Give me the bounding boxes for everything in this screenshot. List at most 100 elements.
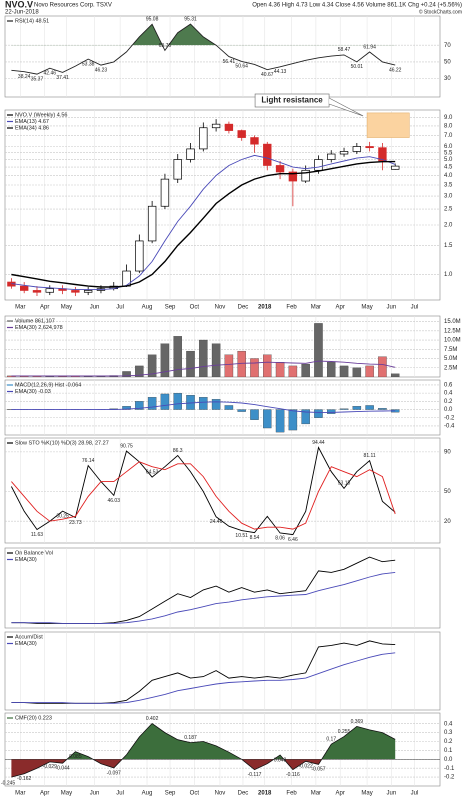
x-tick-label: Mar — [311, 791, 321, 797]
x-tick-label: Jun — [90, 791, 100, 797]
bar — [327, 409, 336, 414]
panel-frame — [4, 631, 441, 711]
y-tick-label: 2.5 — [444, 207, 453, 213]
legend-label: Volume 861,107 — [15, 318, 55, 324]
x-tick-label: Sep — [165, 791, 176, 797]
value-label: -0.057 — [311, 767, 325, 773]
value-label: 95.08 — [146, 17, 159, 23]
y-tick-label: 0.0 — [444, 757, 453, 763]
value-label: 0.048 — [274, 757, 287, 763]
y-tick-label: 70 — [444, 43, 451, 49]
y-tick-label: -0.4 — [444, 424, 455, 430]
candle-body — [71, 290, 80, 293]
plot-area — [5, 722, 440, 778]
y-tick-label: 3.0 — [444, 194, 453, 200]
bar — [275, 362, 285, 377]
x-tick-label: 2018 — [258, 305, 272, 311]
bar — [263, 354, 272, 377]
bar — [390, 373, 400, 377]
value-label: 90.75 — [120, 443, 133, 449]
value-label: 61.94 — [363, 44, 376, 50]
value-label: 40.67 — [261, 72, 274, 78]
value-label: 81.11 — [364, 453, 376, 459]
y-tick-label: 5.5 — [444, 150, 453, 156]
y-tick-label: 2.0 — [444, 223, 453, 229]
x-tick-label: Oct — [190, 791, 200, 797]
candle-body — [288, 171, 298, 182]
candle-body — [378, 147, 387, 162]
bar — [250, 409, 259, 420]
value-label: 56.41 — [223, 59, 236, 65]
line — [11, 446, 396, 536]
y-tick-label: 50 — [444, 60, 451, 66]
y-tick-label: 8.0 — [444, 124, 453, 130]
candle-body — [391, 165, 400, 170]
x-tick-label: Dec — [238, 305, 249, 311]
value-label: 8.06 — [275, 535, 285, 541]
y-tick-label: 0.2 — [444, 739, 453, 745]
legend-label: MACD(12,26,9) Hist -0.064 — [15, 382, 81, 388]
candle-body — [199, 127, 208, 150]
bar — [327, 362, 336, 377]
value-label: -0.044 — [55, 766, 69, 772]
x-tick-label: 2018 — [258, 791, 272, 797]
x-tick-label: Sep — [165, 305, 176, 311]
value-label: 0.402 — [146, 716, 159, 722]
y-tick-label: 9.0 — [444, 115, 453, 121]
value-label: 58.47 — [338, 47, 351, 53]
legend-label: EMA(30) — [15, 557, 37, 563]
bar — [314, 323, 323, 377]
y-tick-label: 1.0 — [444, 272, 453, 278]
legend-label: CMF(20) 0.223 — [15, 715, 52, 721]
y-tick-label: 5.0 — [444, 157, 453, 163]
line — [11, 23, 396, 75]
bar — [275, 409, 285, 433]
line — [11, 360, 396, 377]
x-tick-label: Jun — [387, 791, 397, 797]
value-label: 46.03 — [107, 498, 120, 504]
value-label: 10.51 — [235, 533, 248, 539]
bar — [122, 406, 131, 410]
x-tick-label: Mar — [311, 305, 321, 311]
x-tick-label: Oct — [190, 305, 200, 311]
value-label: 0.17 — [326, 736, 336, 742]
bar — [365, 365, 374, 377]
candle-body — [135, 240, 144, 272]
candle-body — [173, 159, 182, 180]
legend-label: EMA(30) — [15, 641, 37, 647]
legend-label: Slow STO %K(10) %D(3) 28.98, 27.27 — [15, 440, 109, 446]
x-tick-label: Aug — [142, 305, 153, 311]
candle-body — [211, 123, 221, 129]
y-tick-label: 0.1 — [444, 748, 453, 754]
symbol: NVO.V — [5, 0, 33, 9]
value-label: 95.31 — [184, 16, 197, 22]
value-label: 23.73 — [69, 520, 82, 526]
value-label: 30.25 — [56, 513, 69, 519]
value-label: 64.53 — [146, 469, 159, 475]
y-tick-label: 1.5 — [444, 243, 453, 249]
x-tick-label: May — [61, 305, 72, 311]
panel-frame — [4, 15, 441, 98]
value-label: 24.46 — [210, 519, 223, 525]
value-label: 0.085 — [69, 754, 82, 760]
x-tick-label: May — [361, 305, 372, 311]
bar — [211, 343, 221, 377]
overbought-fill — [11, 24, 396, 46]
candle-body — [20, 285, 29, 291]
value-label: -0.116 — [286, 772, 300, 778]
plot-area — [11, 640, 396, 704]
bar — [378, 356, 387, 377]
bar — [339, 408, 349, 410]
candle-body — [365, 146, 374, 149]
bar — [7, 375, 16, 377]
bar — [352, 406, 362, 410]
quote: Open 4.36 High 4.73 Low 4.34 Close 4.56 … — [252, 3, 462, 9]
bar — [352, 367, 362, 377]
bar — [288, 365, 298, 377]
resistance-zone — [366, 112, 410, 138]
legend-label: EMA(30) -0.03 — [15, 389, 51, 395]
y-tick-label: 50 — [444, 489, 451, 495]
y-tick-label: -0.2 — [444, 775, 455, 781]
y-tick-label: 20 — [444, 519, 451, 525]
bar — [237, 350, 246, 377]
